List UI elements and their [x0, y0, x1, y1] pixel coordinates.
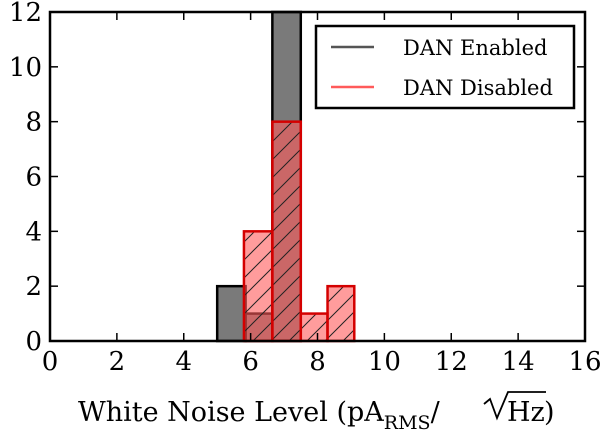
x-tick-label-12: 12	[435, 347, 468, 377]
axis-ticks: 0 2 4 6 8 10 12 14 16 0 2 4 6 8 10 12	[9, 0, 602, 377]
bar-dan-disabled-hatch-1	[271, 120, 303, 343]
x-tick-label-2: 2	[109, 347, 126, 377]
x-tick-label-10: 10	[368, 347, 401, 377]
y-tick-label-0: 0	[25, 327, 42, 357]
y-tick-label-4: 4	[25, 217, 42, 247]
x-tick-label-16: 16	[568, 347, 601, 377]
svg-text:White Noise Level (pARMS/: White Noise Level (pARMS/	[78, 397, 441, 433]
y-tick-label-10: 10	[9, 53, 42, 83]
x-tick-label-0: 0	[42, 347, 59, 377]
x-axis-title: White Noise Level (pARMS/ Hz )	[78, 391, 555, 433]
sqrt-radical-icon	[483, 391, 546, 421]
x-tick-label-6: 6	[242, 347, 259, 377]
dan-disabled-bars	[242, 120, 356, 343]
bar-dan-disabled-3	[326, 284, 356, 343]
x-tick-label-4: 4	[175, 347, 192, 377]
x-tick-label-8: 8	[309, 347, 326, 377]
x-axis-title-slash: /	[431, 397, 441, 428]
x-axis-title-subscript: RMS	[384, 412, 431, 433]
legend: DAN Enabled DAN Disabled	[314, 24, 576, 110]
x-tick-label-14: 14	[502, 347, 535, 377]
bar-dan-disabled-hatch-2	[299, 312, 329, 343]
y-tick-label-8: 8	[25, 108, 42, 138]
plot-frame	[48, 10, 587, 343]
bar-dan-disabled-hatch-0	[242, 230, 274, 343]
bar-dan-disabled-1	[271, 120, 303, 343]
y-tick-label-6: 6	[25, 163, 42, 193]
legend-box	[314, 24, 576, 110]
legend-label-dan-disabled: DAN Disabled	[403, 76, 553, 100]
y-tick-label-12: 12	[9, 0, 42, 28]
bar-dan-disabled-hatch-3	[326, 284, 356, 343]
bar-dan-disabled-0	[242, 230, 274, 343]
x-axis-title-main: White Noise Level (pA	[78, 397, 384, 428]
y-tick-label-2: 2	[25, 272, 42, 302]
bar-dan-disabled-2	[299, 312, 329, 343]
legend-label-dan-enabled: DAN Enabled	[403, 36, 547, 60]
bar-dan-enabled-0	[215, 284, 247, 343]
x-axis-title-radicand: Hz	[507, 397, 545, 428]
x-axis-title-close: )	[544, 397, 555, 428]
